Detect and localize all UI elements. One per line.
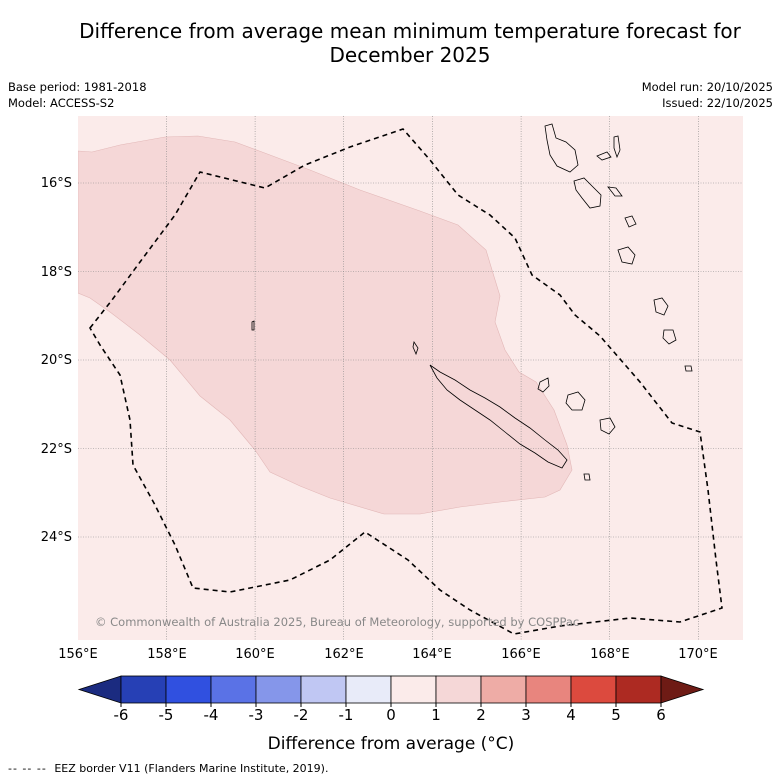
colorbar-segment bbox=[615, 675, 662, 704]
colorbar-extend-low bbox=[77, 675, 122, 704]
aneityum-island bbox=[684, 365, 693, 372]
colorbar-segment bbox=[525, 675, 572, 704]
colorbar-extend-high bbox=[660, 675, 705, 704]
colorbar-segment bbox=[570, 675, 617, 704]
base-period: Base period: 1981-2018 bbox=[8, 80, 147, 94]
issued-date: Issued: 22/10/2025 bbox=[662, 96, 773, 110]
map-title: Difference from average mean minimum tem… bbox=[40, 19, 780, 67]
colorbar-segment bbox=[210, 675, 257, 704]
model-name: Model: ACCESS-S2 bbox=[8, 96, 115, 110]
colorbar-tick-label: 4 bbox=[566, 706, 576, 724]
colorbar-tick-label: 3 bbox=[521, 706, 531, 724]
colorbar-segment bbox=[390, 675, 437, 704]
model-run: Model run: 20/10/2025 bbox=[641, 80, 773, 94]
gridlines bbox=[78, 116, 743, 640]
tanna-island bbox=[662, 329, 677, 345]
lat-label: 24°S bbox=[41, 530, 72, 545]
lat-label: 20°S bbox=[41, 353, 72, 368]
meta-right: Model run: 20/10/2025 Issued: 22/10/2025 bbox=[642, 79, 773, 111]
footer-note: -- -- -- EEZ border V11 (Flanders Marine… bbox=[8, 762, 328, 775]
colorbar-tick-label: 2 bbox=[476, 706, 486, 724]
colorbar-title: Difference from average (°C) bbox=[268, 734, 515, 754]
erromango-island bbox=[653, 297, 669, 316]
colorbar-tick-label: 1 bbox=[431, 706, 441, 724]
colorbar-tick-label: 0 bbox=[386, 706, 396, 724]
title-line-2: December 2025 bbox=[329, 43, 491, 67]
colorbar-segment bbox=[435, 675, 482, 704]
new-caledonia-island bbox=[429, 364, 568, 469]
lon-label: 170°E bbox=[678, 647, 718, 662]
colorbar-tick-label: -1 bbox=[339, 706, 354, 724]
colorbar: -6 -5 -4 -3 -2 -1 0 1 2 3 4 5 6 bbox=[77, 675, 705, 724]
lon-label: 168°E bbox=[590, 647, 630, 662]
colorbar-tick-label: 5 bbox=[611, 706, 621, 724]
espiritu-santo-island bbox=[544, 123, 579, 173]
colorbar-segment bbox=[165, 675, 212, 704]
colorbar-segment bbox=[120, 675, 167, 704]
lat-label: 22°S bbox=[41, 442, 72, 457]
eez-border bbox=[89, 128, 723, 635]
pentecost-island bbox=[607, 186, 623, 197]
lon-label: 162°E bbox=[324, 647, 364, 662]
map-layers bbox=[78, 116, 743, 640]
lon-label: 166°E bbox=[501, 647, 541, 662]
colorbar-segment bbox=[300, 675, 347, 704]
epi-island bbox=[624, 215, 637, 228]
title-line-1: Difference from average mean minimum tem… bbox=[79, 19, 741, 43]
chesterfield-islets bbox=[251, 320, 255, 331]
lon-label: 160°E bbox=[235, 647, 275, 662]
lon-label: 158°E bbox=[147, 647, 187, 662]
mare-island bbox=[599, 417, 616, 435]
colorbar-segment bbox=[345, 675, 392, 704]
lon-label: 156°E bbox=[58, 647, 98, 662]
copyright-notice: © Commonwealth of Australia 2025, Bureau… bbox=[95, 615, 579, 629]
belep-islands bbox=[412, 340, 419, 356]
colorbar-tick-label: -4 bbox=[204, 706, 219, 724]
meta-left: Base period: 1981-2018 Model: ACCESS-S2 bbox=[8, 79, 147, 111]
lat-label: 16°S bbox=[41, 176, 72, 191]
colorbar-tick-label: -6 bbox=[114, 706, 129, 724]
eez-legend-dash: -- -- -- bbox=[8, 762, 47, 775]
colorbar-tick-label: -5 bbox=[159, 706, 174, 724]
maewo-island bbox=[613, 135, 621, 159]
colorbar-segment bbox=[480, 675, 527, 704]
walpole-island bbox=[583, 473, 591, 481]
malekula-island bbox=[573, 177, 602, 209]
efate-island bbox=[617, 246, 636, 265]
ambae-island bbox=[596, 151, 612, 161]
colorbar-tick-label: -3 bbox=[249, 706, 264, 724]
lat-label: 18°S bbox=[41, 265, 72, 280]
lon-label: 164°E bbox=[412, 647, 452, 662]
colorbar-tick-label: 6 bbox=[656, 706, 666, 724]
lifou-island bbox=[565, 391, 586, 411]
footer-source: EEZ border V11 (Flanders Marine Institut… bbox=[54, 762, 329, 775]
colorbar-tick-label: -2 bbox=[294, 706, 309, 724]
anomaly-region-1-to-2 bbox=[78, 135, 573, 515]
ouvea-island bbox=[537, 377, 550, 393]
colorbar-segment bbox=[255, 675, 302, 704]
